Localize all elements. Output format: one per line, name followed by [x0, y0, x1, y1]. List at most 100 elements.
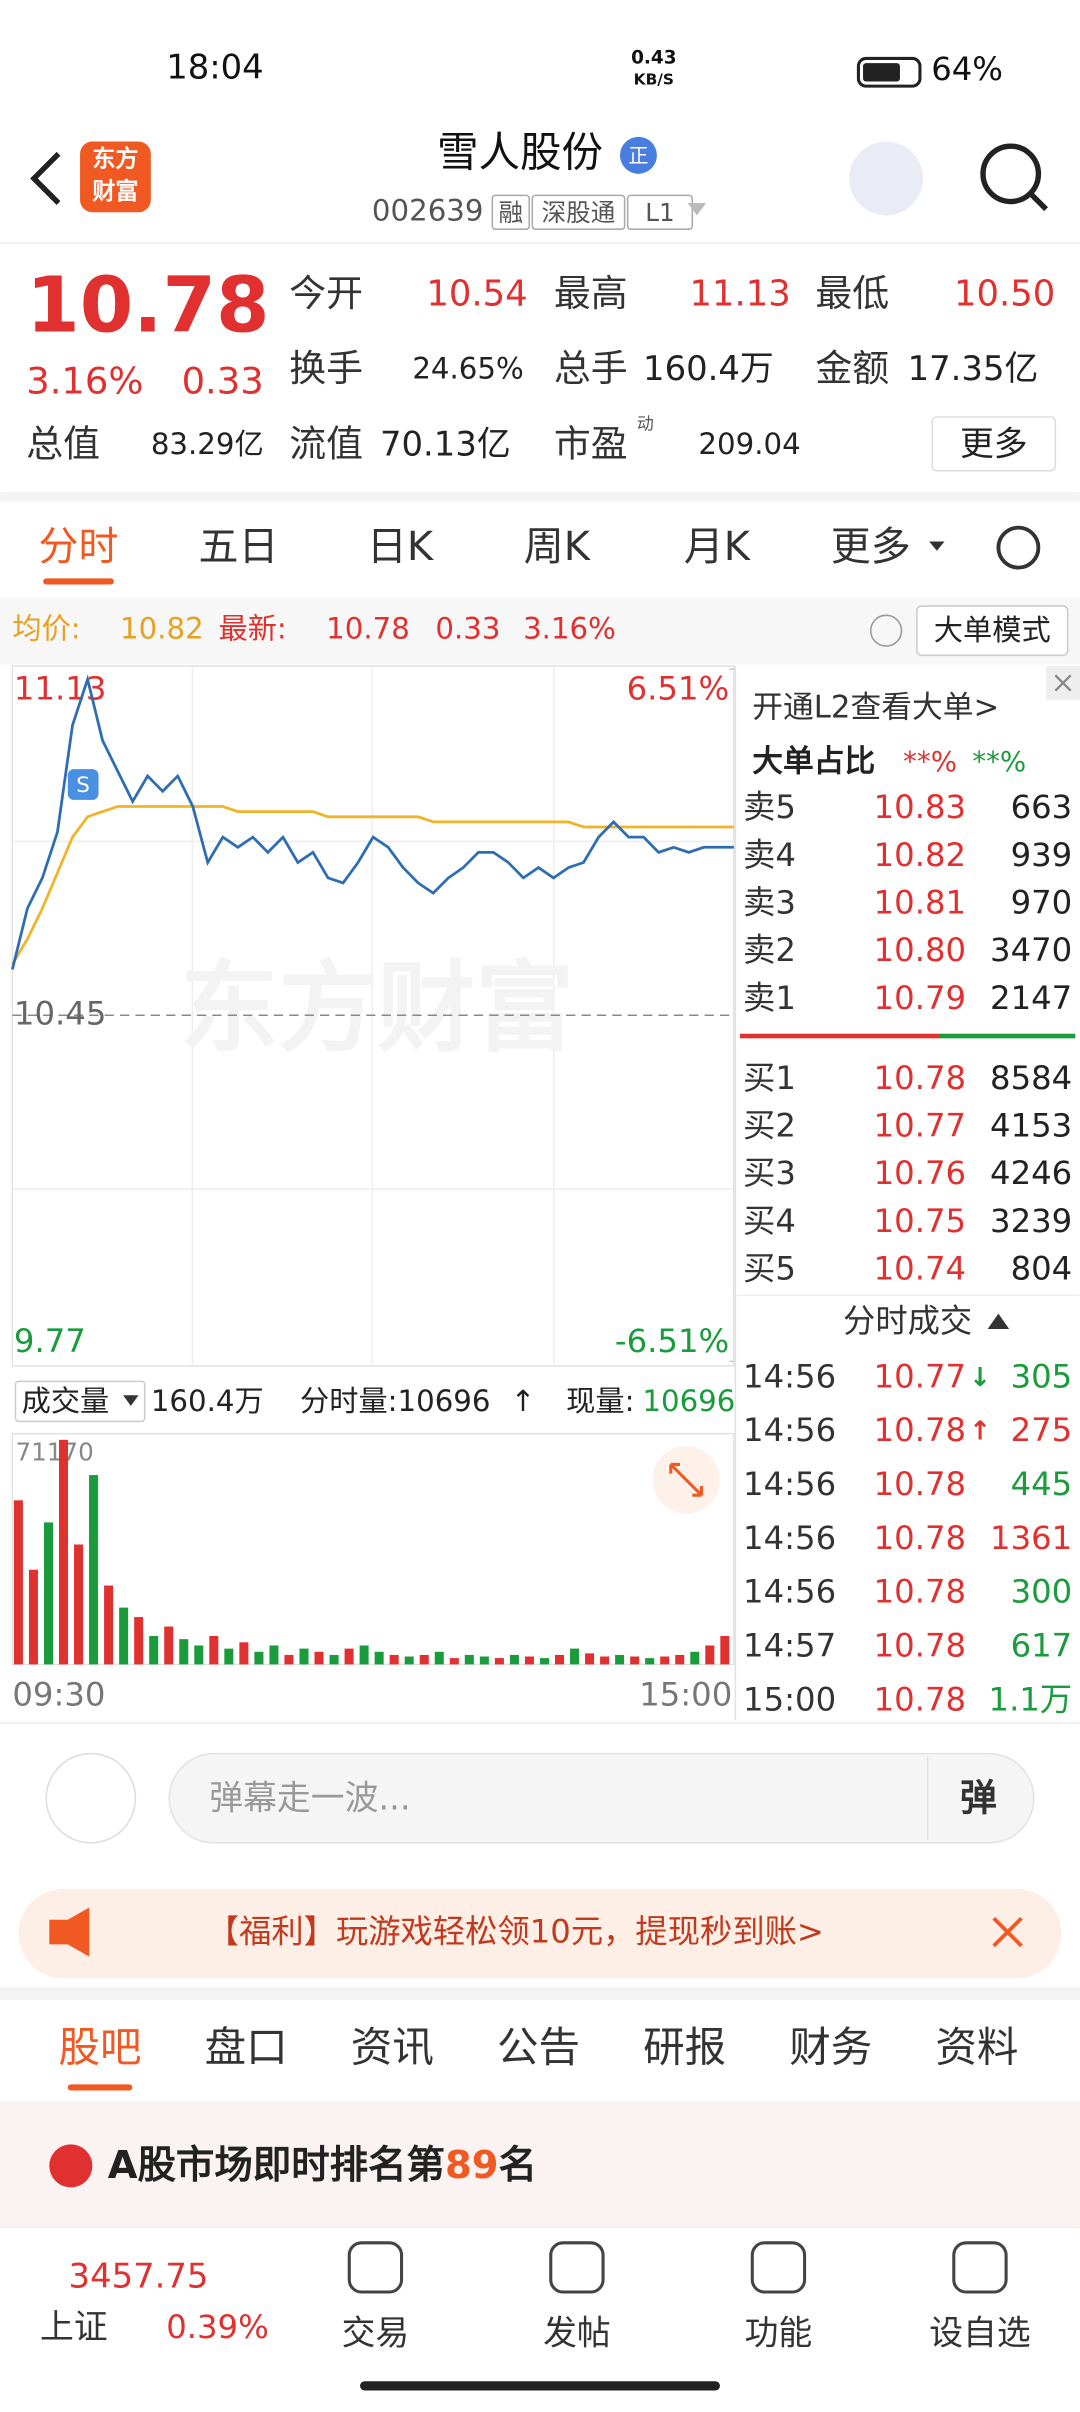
- banner-close[interactable]: [992, 1916, 1023, 1948]
- change-pct: 3.16%: [26, 360, 143, 403]
- volume-bar: [570, 1648, 580, 1665]
- field-label: 金额: [815, 347, 889, 390]
- tab[interactable]: 月K: [684, 524, 752, 570]
- trade-volume: 300: [1011, 1573, 1073, 1611]
- ranking-icon: [49, 2144, 93, 2188]
- banner-bg[interactable]: [18, 1888, 1062, 1979]
- volume-bar: [149, 1636, 159, 1665]
- danmaku-button[interactable]: 弹: [960, 1776, 997, 1819]
- volume-bar: [449, 1658, 459, 1665]
- gap: [0, 492, 1080, 502]
- nav-item[interactable]: 交易: [342, 2314, 410, 2353]
- tab[interactable]: 周K: [524, 524, 592, 570]
- volume-bar: [314, 1651, 324, 1665]
- comment-placeholder[interactable]: 弹幕走一波...: [209, 1778, 410, 1817]
- section-tab[interactable]: 资料: [935, 2023, 1018, 2072]
- volume-bar: [554, 1654, 565, 1665]
- volume-bar: [59, 1439, 69, 1665]
- tab[interactable]: 分时: [39, 524, 119, 570]
- section-tab[interactable]: 盘口: [205, 2023, 288, 2072]
- banner-text[interactable]: 【福利】玩游戏轻松领10元，提现秒到账>: [207, 1913, 824, 1951]
- nav-icon[interactable]: [549, 2241, 605, 2294]
- mode-text[interactable]: 大单模式: [934, 613, 1051, 647]
- field-label: 换手: [289, 347, 363, 390]
- big-sell: **%: [972, 745, 1026, 778]
- status-time: 18:04: [166, 48, 264, 87]
- book-label: 卖2: [743, 931, 796, 969]
- volume-label[interactable]: 成交量: [22, 1384, 110, 1418]
- tab-underline: [43, 578, 114, 585]
- volume-bar: [509, 1654, 519, 1665]
- trade-time: 14:56: [743, 1573, 836, 1611]
- section-tab[interactable]: 资讯: [351, 2023, 434, 2072]
- volume-caret: [123, 1395, 139, 1406]
- trade-time: 14:57: [743, 1626, 836, 1664]
- book-volume: 939: [1011, 836, 1073, 874]
- volume-bar: [344, 1648, 354, 1665]
- field-label: 最高: [554, 272, 628, 315]
- volume-bar: [209, 1636, 219, 1665]
- comment-input[interactable]: [168, 1752, 1035, 1844]
- volume-bar: [284, 1654, 294, 1665]
- field-value: 17.35亿: [908, 349, 1039, 388]
- back-button[interactable]: [30, 151, 61, 205]
- stock-code: 002639: [372, 193, 484, 227]
- event-marker-s: S: [76, 773, 90, 798]
- event-marker: [67, 769, 99, 800]
- l2-link[interactable]: 开通L2查看大单>: [752, 690, 999, 726]
- battery: [856, 56, 922, 88]
- book-label: 买4: [743, 1202, 796, 1240]
- logo-text: 东方: [92, 145, 138, 172]
- section-tab[interactable]: 股吧: [59, 2023, 142, 2072]
- volume-select[interactable]: [14, 1380, 146, 1423]
- tab[interactable]: 日K: [367, 524, 435, 570]
- section-tab[interactable]: 公告: [497, 2023, 580, 2072]
- more-text[interactable]: 更多: [960, 425, 1028, 464]
- field-sup: 动: [637, 414, 654, 434]
- book-bar-red: [739, 1033, 940, 1039]
- section-underline: [67, 2084, 133, 2091]
- field-label: 最低: [815, 272, 889, 315]
- section-tab[interactable]: 财务: [789, 2023, 872, 2072]
- nav-icon[interactable]: [750, 2241, 807, 2294]
- ranking-text: A股市场即时排名第: [108, 2143, 445, 2188]
- book-price: 10.83: [874, 788, 966, 826]
- y-tick-label: 9.77: [14, 1322, 86, 1360]
- volume-bar: [164, 1626, 174, 1665]
- verified-badge: [619, 136, 657, 174]
- robot-avatar[interactable]: [849, 141, 924, 216]
- tab[interactable]: 更多: [831, 524, 911, 570]
- search-button[interactable]: [980, 143, 1042, 205]
- tag: 深股通: [542, 198, 616, 227]
- home-indicator: [360, 2381, 720, 2391]
- dropdown: [687, 203, 707, 216]
- book-volume: 804: [1011, 1250, 1073, 1288]
- section-tab[interactable]: 研报: [643, 2023, 726, 2072]
- volume-bar: [434, 1651, 444, 1665]
- book-label: 卖4: [743, 836, 796, 874]
- nav-item[interactable]: 功能: [745, 2314, 813, 2353]
- trade-time: 14:56: [743, 1465, 836, 1503]
- tab[interactable]: 五日: [199, 524, 279, 570]
- l2-close-x: [1054, 674, 1072, 692]
- logo-text: 财富: [92, 178, 138, 205]
- volume-current: 10696: [642, 1384, 735, 1418]
- nav-item[interactable]: 发帖: [543, 2314, 611, 2353]
- nav-icon[interactable]: [952, 2241, 1008, 2294]
- trades-title: 分时成交: [843, 1302, 972, 1340]
- nav-item[interactable]: 设自选: [929, 2314, 1030, 2353]
- book-volume: 3239: [990, 1202, 1072, 1240]
- more-button[interactable]: [931, 416, 1057, 472]
- nav-icon[interactable]: [347, 2241, 404, 2294]
- settings-button[interactable]: [996, 525, 1041, 570]
- mode-button[interactable]: [916, 605, 1069, 657]
- volume-bar: [13, 1500, 23, 1665]
- y2-tick-label: -6.51%: [615, 1322, 729, 1360]
- comment-icon[interactable]: [45, 1752, 137, 1844]
- field-value: 10.54: [426, 273, 527, 314]
- index-name: 上证: [40, 2307, 108, 2346]
- volume-bar: [254, 1651, 264, 1665]
- volume-bar: [329, 1654, 339, 1665]
- book-label: 买1: [743, 1059, 796, 1097]
- trade-price: 10.78: [874, 1626, 966, 1664]
